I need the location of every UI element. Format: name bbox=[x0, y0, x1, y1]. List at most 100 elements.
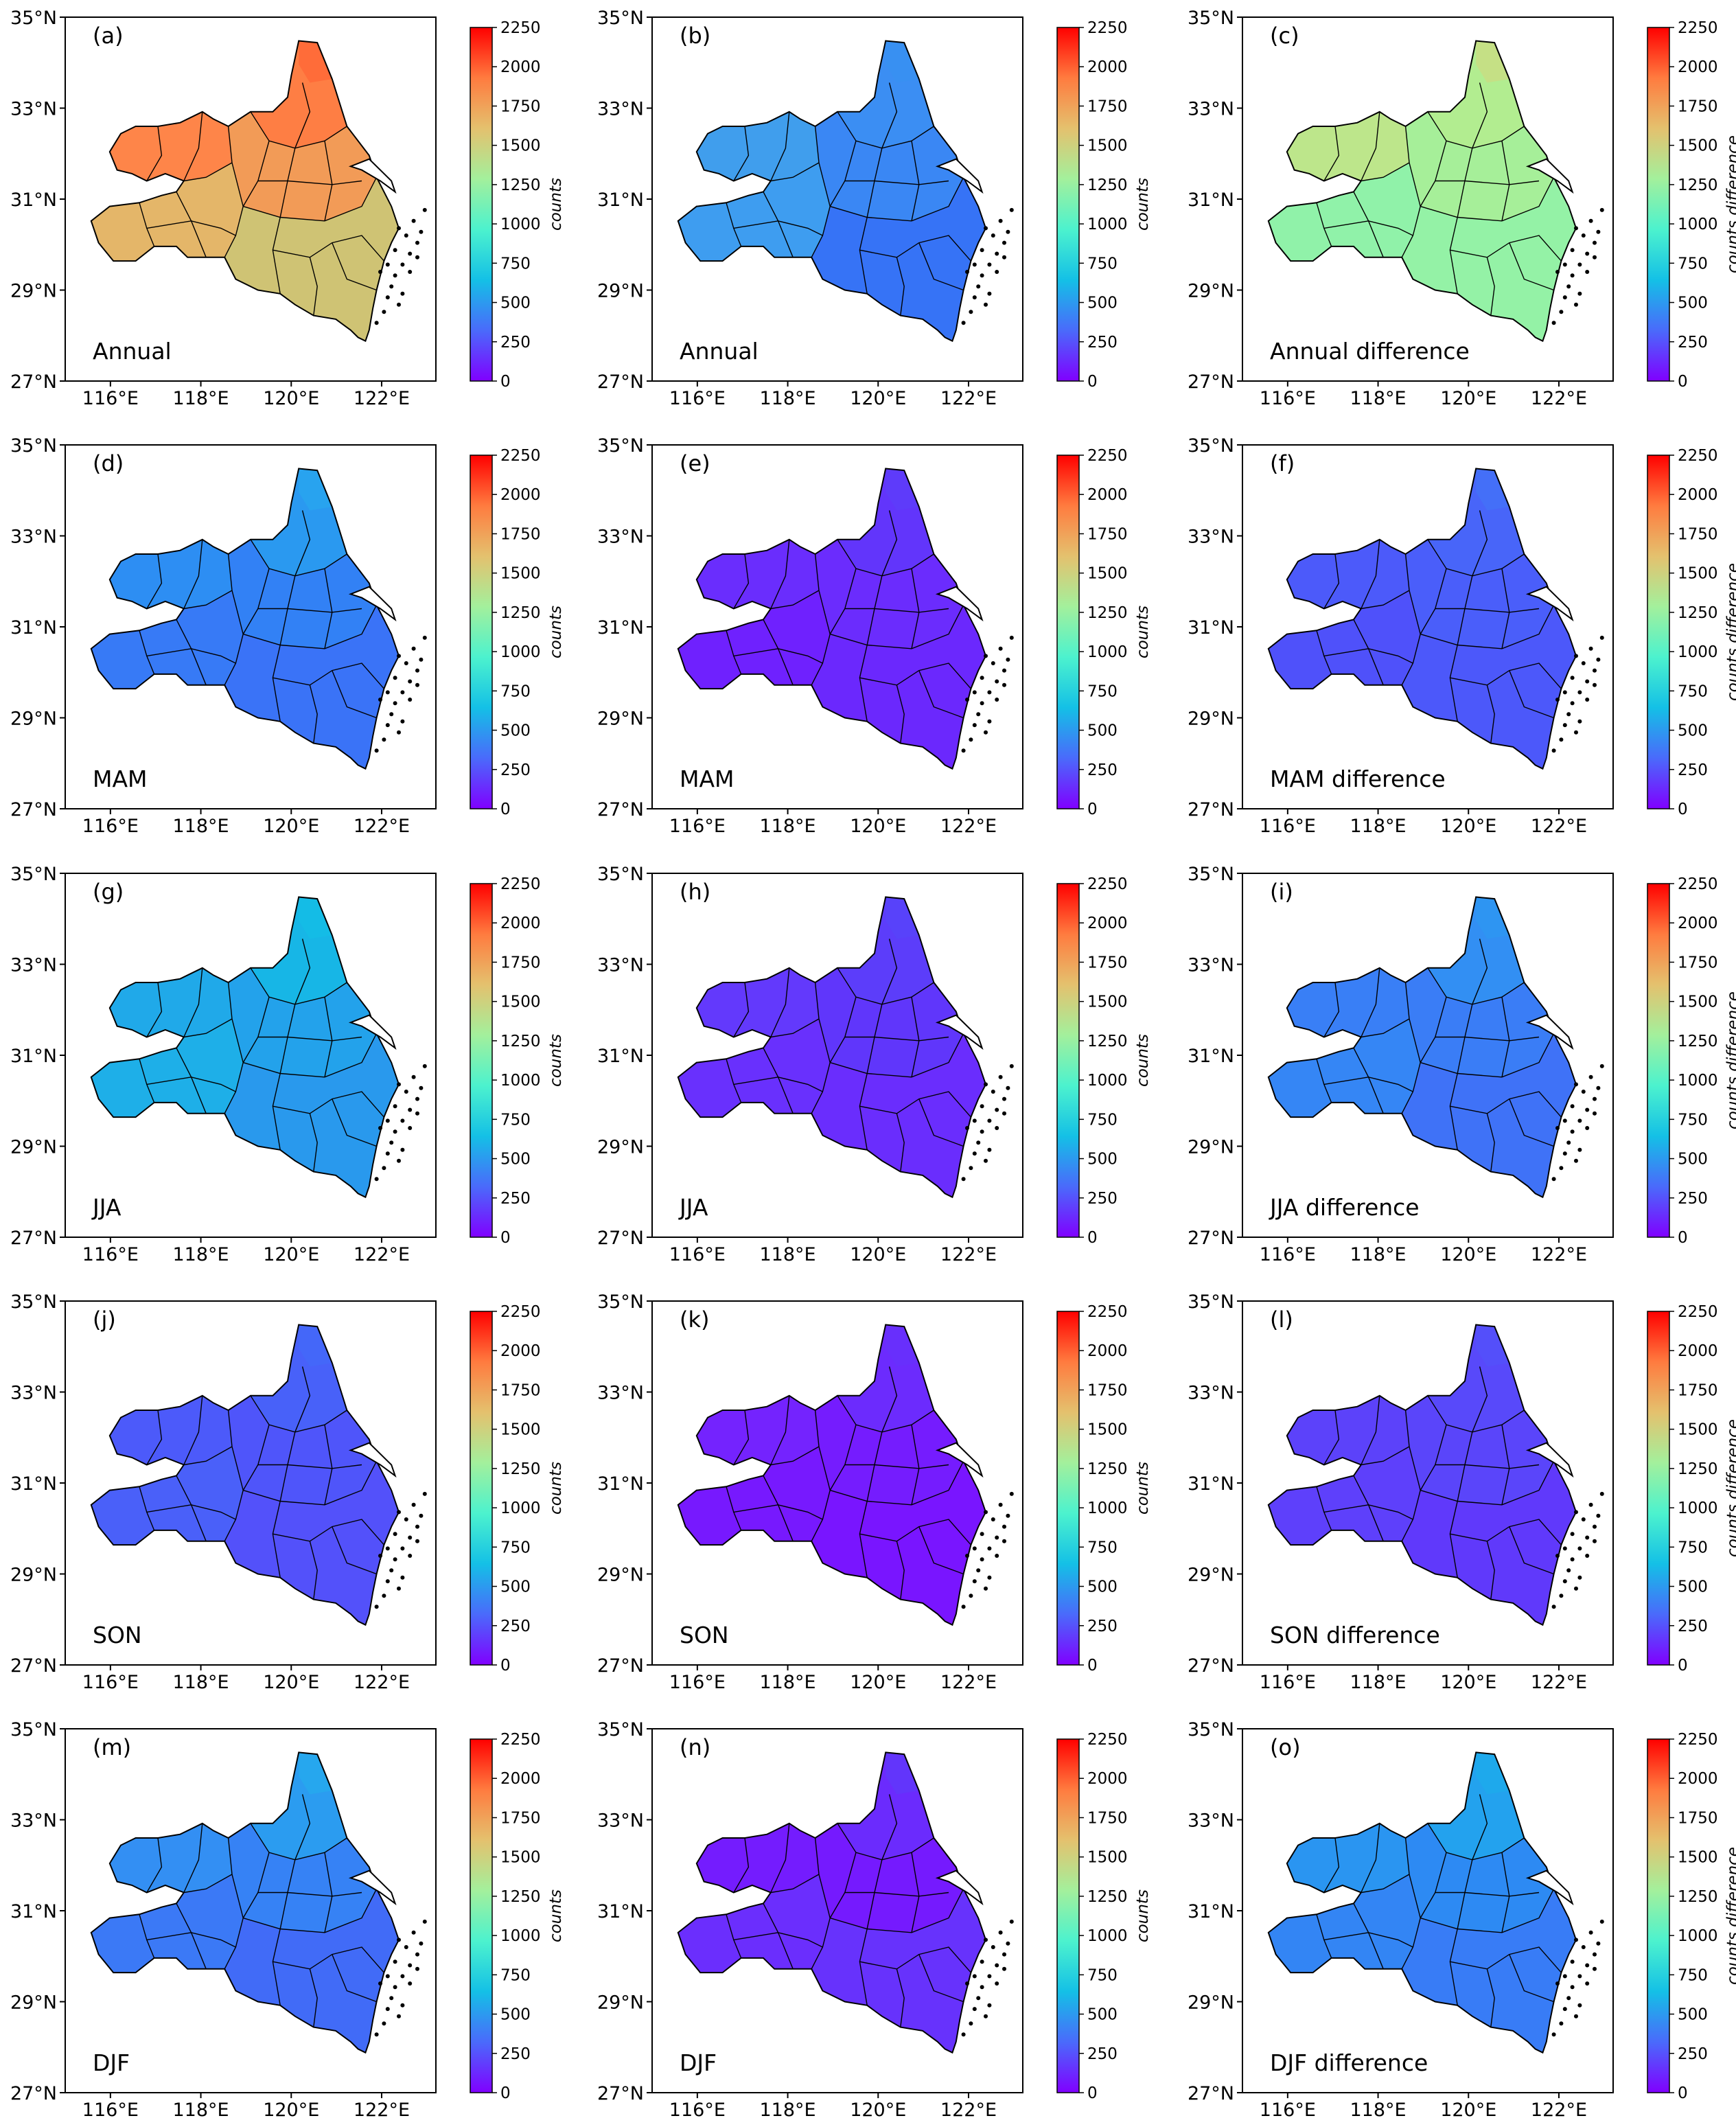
island-marker bbox=[1566, 1996, 1571, 2001]
island-marker bbox=[991, 233, 995, 238]
colorbar-tick-label: 1000 bbox=[1087, 1927, 1128, 1945]
region-outline bbox=[90, 468, 400, 770]
colorbar-tick-label: 0 bbox=[1087, 801, 1098, 818]
colorbar-label: counts difference bbox=[1724, 135, 1736, 273]
region-outline bbox=[1267, 468, 1577, 770]
city-boundary bbox=[294, 939, 311, 1005]
subregion-center bbox=[1405, 1395, 1554, 1505]
subregion-southwest bbox=[678, 1874, 831, 1973]
island-marker bbox=[400, 1118, 405, 1123]
island-marker bbox=[419, 657, 424, 662]
island-marker bbox=[1588, 218, 1593, 223]
subregion-coast-north bbox=[1476, 1752, 1509, 1795]
colorbar-tick-label: 2000 bbox=[500, 58, 541, 76]
city-boundary bbox=[733, 220, 823, 236]
colorbar-tick-label: 2000 bbox=[500, 1342, 541, 1360]
island-marker bbox=[389, 1568, 394, 1573]
island-marker bbox=[1593, 1952, 1597, 1957]
island-marker bbox=[995, 698, 999, 702]
city-boundary bbox=[1361, 1874, 1410, 1894]
island-marker bbox=[987, 719, 992, 724]
island-marker bbox=[987, 262, 992, 267]
colorbar-tick-label: 2250 bbox=[500, 875, 541, 893]
lon-tick-label: 118°E bbox=[1350, 816, 1407, 837]
lat-tick-label: 29°N bbox=[597, 1565, 644, 1586]
city-boundary bbox=[1361, 590, 1410, 610]
island-marker bbox=[415, 1524, 419, 1529]
subregion-southwest bbox=[1268, 590, 1421, 689]
lat-tick-label: 31°N bbox=[1188, 189, 1234, 211]
colorbar bbox=[1056, 1738, 1080, 2093]
colorbar-tick-label: 1250 bbox=[500, 604, 541, 622]
lat-tick-label: 31°N bbox=[597, 1473, 644, 1495]
island-marker bbox=[984, 226, 988, 231]
island-marker bbox=[382, 1594, 386, 1598]
island-marker bbox=[1562, 1546, 1567, 1551]
city-boundary bbox=[183, 1395, 203, 1465]
subregion-coast-north bbox=[886, 1752, 919, 1795]
lat-tick-label: 35°N bbox=[1188, 1291, 1234, 1313]
island-marker bbox=[393, 1959, 397, 1964]
lat-tick-label: 31°N bbox=[10, 617, 57, 639]
lon-tick-label: 120°E bbox=[850, 388, 906, 409]
map-panel-h: 116°E 118°E 120°E 122°E 35°N 33°N 31°N 29°N 27°N… bbox=[597, 864, 1152, 1265]
estuary bbox=[1525, 1442, 1574, 1478]
panel-label: (e) bbox=[680, 450, 710, 476]
island-marker bbox=[397, 1082, 401, 1087]
island-marker bbox=[1599, 635, 1604, 640]
colorbar-tick-label: 0 bbox=[1678, 801, 1688, 818]
city-boundary bbox=[146, 220, 236, 236]
city-boundary bbox=[1486, 1113, 1495, 1172]
island-marker bbox=[389, 284, 394, 289]
colorbar-tick-label: 1250 bbox=[1678, 1460, 1718, 1478]
lat-tick-label: 29°N bbox=[597, 1137, 644, 1158]
island-marker bbox=[1588, 1930, 1593, 1935]
colorbar-tick-label: 250 bbox=[1678, 1618, 1708, 1635]
island-marker bbox=[397, 2014, 401, 2019]
lat-tick-label: 29°N bbox=[10, 281, 57, 302]
city-boundary bbox=[896, 685, 905, 744]
island-marker bbox=[1562, 1974, 1567, 1979]
region-outline bbox=[677, 896, 987, 1199]
island-marker bbox=[995, 1535, 999, 1540]
island-marker bbox=[408, 1126, 413, 1130]
island-marker bbox=[1570, 1129, 1575, 1134]
island-marker bbox=[1562, 690, 1567, 695]
panel-label: (g) bbox=[93, 879, 124, 905]
city-boundary bbox=[146, 1504, 236, 1520]
city-boundary bbox=[733, 982, 750, 1037]
island-marker bbox=[1002, 668, 1006, 673]
subregion-coast-north bbox=[299, 1324, 332, 1367]
region-outline bbox=[1267, 896, 1577, 1199]
colorbar-tick-label: 1750 bbox=[1678, 1809, 1718, 1827]
island-marker bbox=[374, 2032, 379, 2037]
island-marker bbox=[382, 737, 386, 742]
island-marker bbox=[1566, 284, 1571, 289]
colorbar-tick-label: 1500 bbox=[500, 1849, 541, 1867]
lat-tick-label: 29°N bbox=[10, 709, 57, 730]
lat-tick-label: 33°N bbox=[597, 99, 644, 120]
lat-tick-label: 27°N bbox=[10, 1228, 57, 1249]
colorbar-tick-label: 0 bbox=[1087, 1657, 1098, 1675]
lat-tick-label: 33°N bbox=[1188, 1383, 1234, 1404]
lon-tick-label: 116°E bbox=[1260, 2100, 1316, 2121]
island-marker bbox=[411, 218, 416, 223]
island-marker bbox=[1581, 1945, 1586, 1949]
map-panel-g: 116°E 118°E 120°E 122°E 35°N 33°N 31°N 29°N 27°N… bbox=[10, 864, 565, 1265]
island-marker bbox=[1574, 654, 1578, 658]
lat-tick-label: 29°N bbox=[1188, 281, 1234, 302]
island-marker bbox=[408, 679, 413, 684]
panel-label: (c) bbox=[1270, 23, 1299, 49]
lat-tick-label: 27°N bbox=[1188, 2083, 1234, 2104]
city-boundary bbox=[1323, 1837, 1340, 1893]
lat-tick-label: 29°N bbox=[597, 281, 644, 302]
island-marker bbox=[415, 668, 419, 673]
island-marker bbox=[422, 207, 427, 212]
island-marker bbox=[1562, 2007, 1567, 2012]
colorbar-tick-label: 2250 bbox=[1678, 447, 1718, 465]
map-panel-f: 116°E 118°E 120°E 122°E 35°N 33°N 31°N 29°N 27°N… bbox=[1188, 435, 1736, 837]
map-panel-b: 116°E 118°E 120°E 122°E 35°N 33°N 31°N 29°N 27°N… bbox=[597, 8, 1152, 409]
city-boundary bbox=[918, 1526, 964, 1575]
city-boundary bbox=[1486, 257, 1495, 316]
colorbar-tick-label: 500 bbox=[1678, 1578, 1708, 1596]
